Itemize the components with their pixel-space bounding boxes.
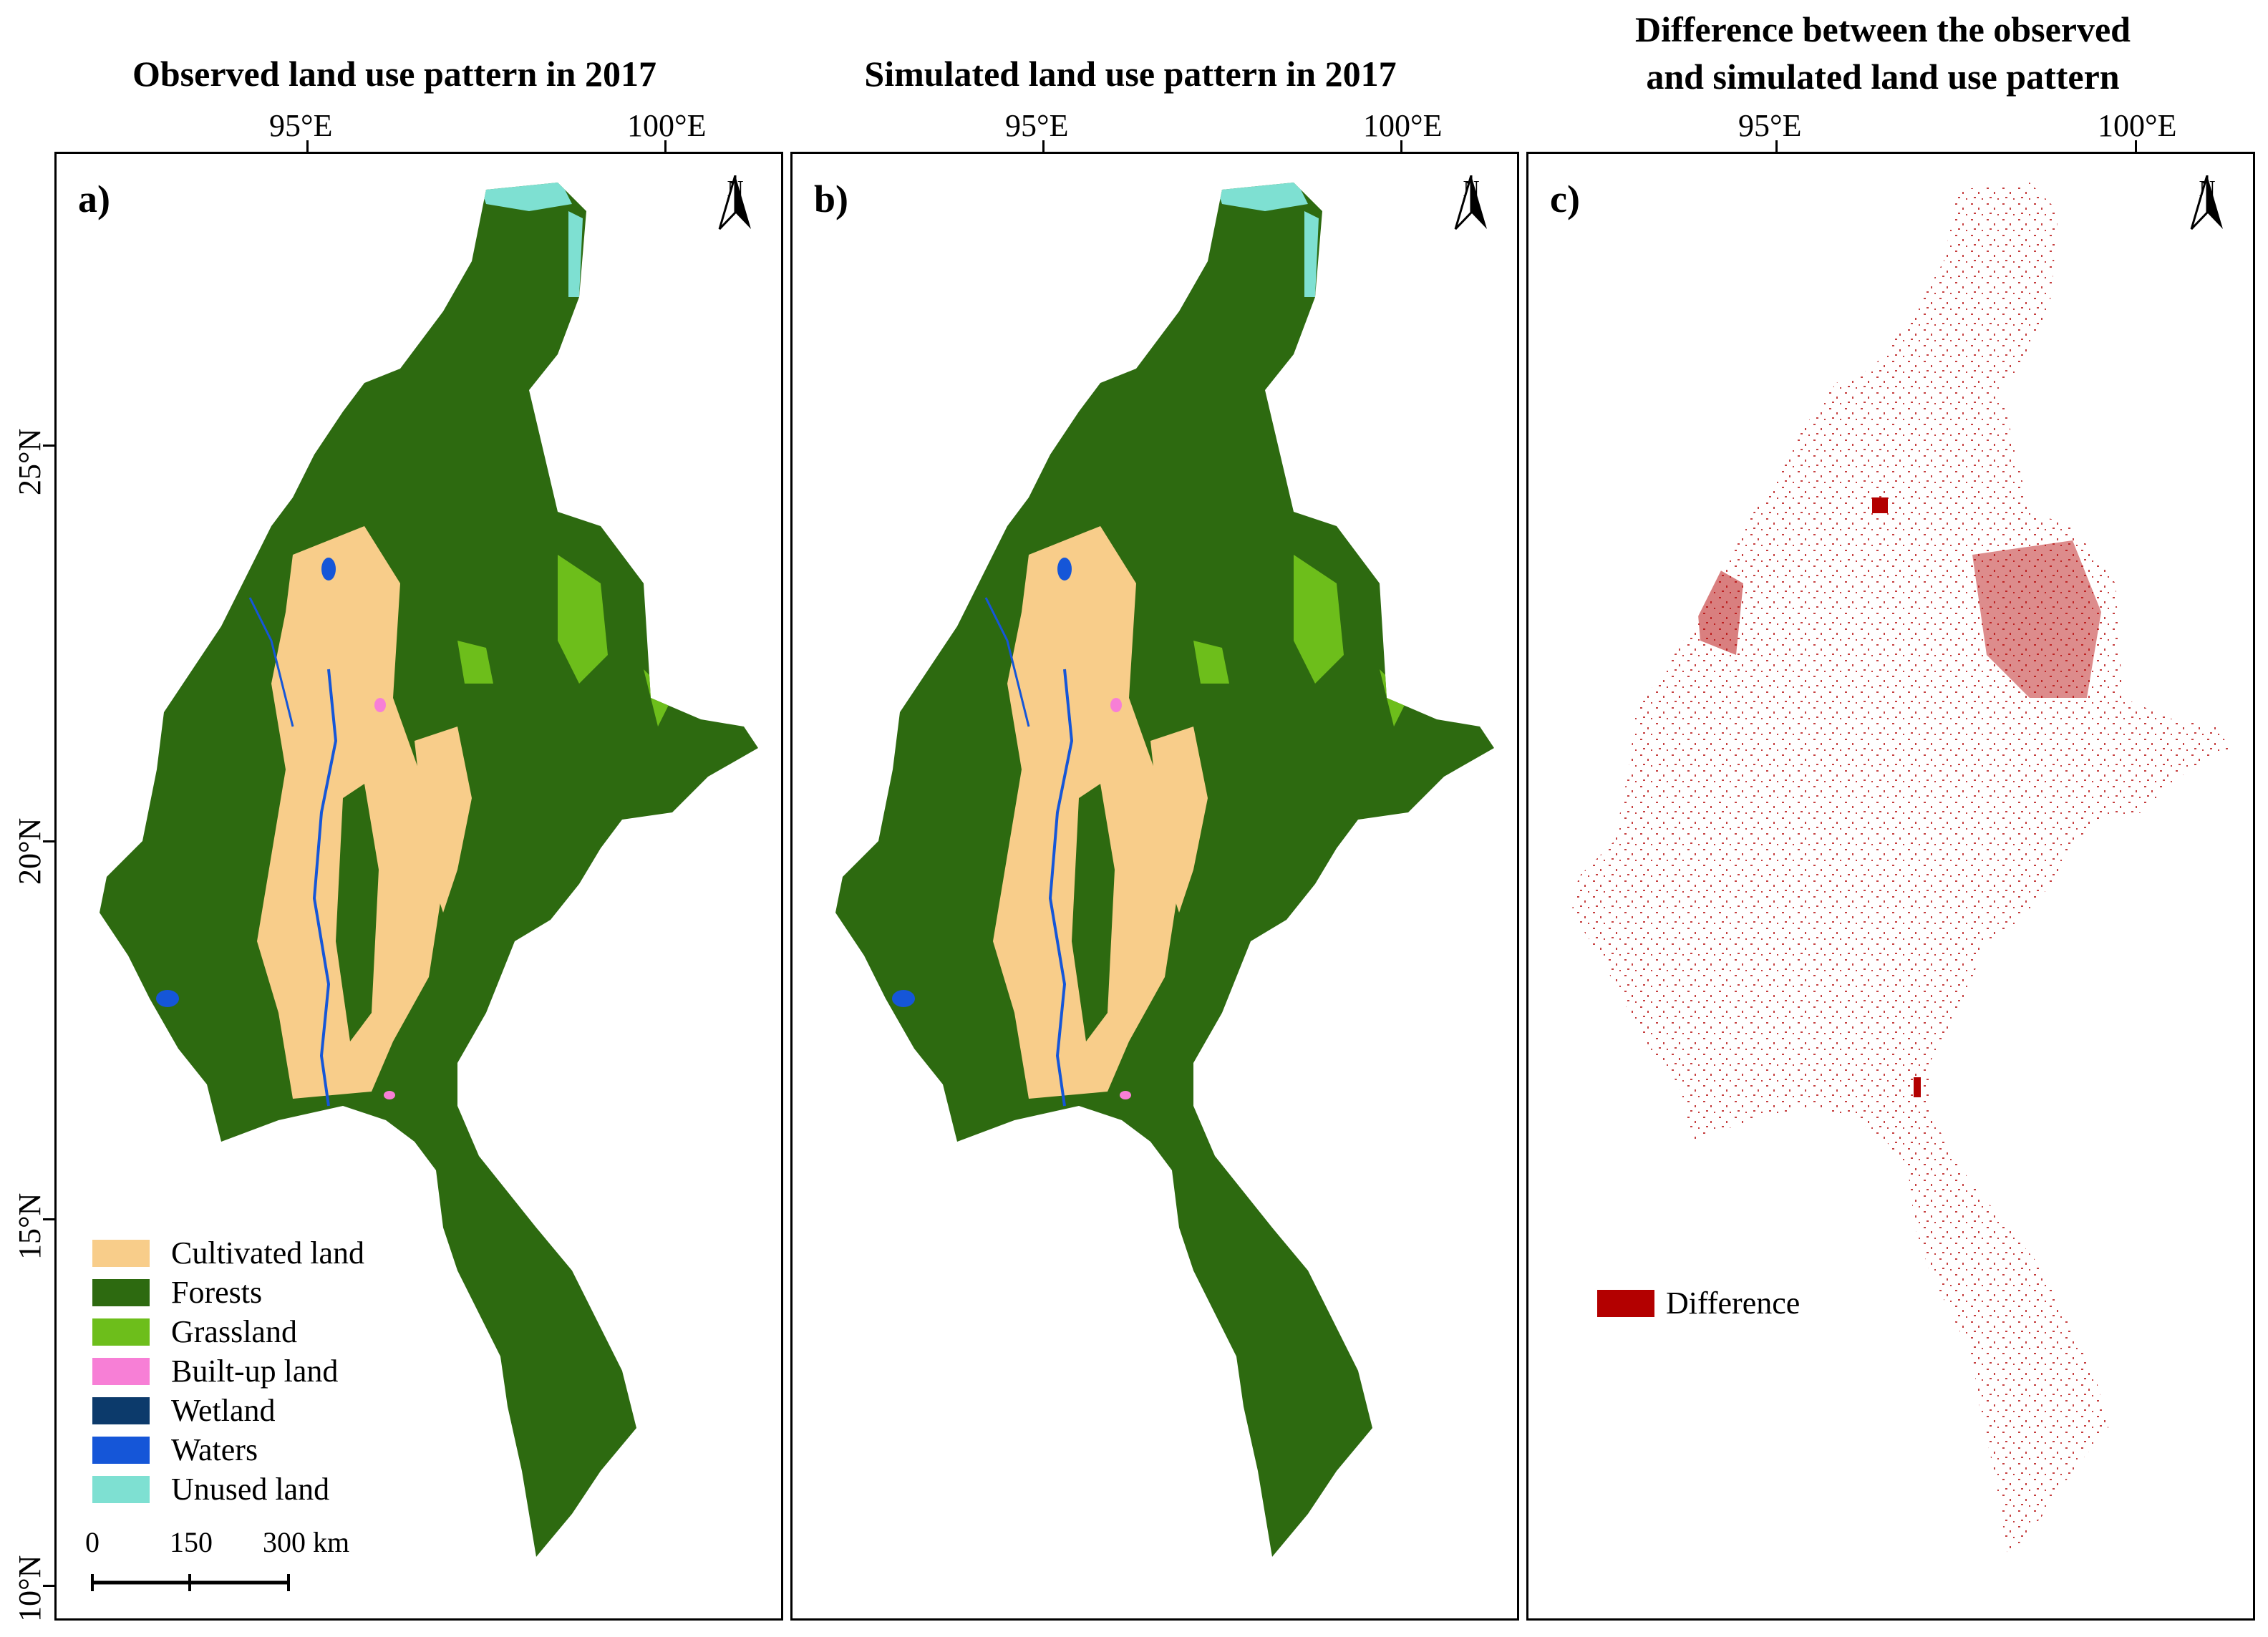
difference-map (1571, 183, 2230, 1557)
built-up-mandalay (374, 698, 386, 712)
map-panel-c: c) N Difference (1526, 152, 2255, 1621)
forest-strip-central (1072, 784, 1115, 1041)
grassland-patches (457, 555, 672, 727)
map-panel-b: b) N (790, 152, 1519, 1621)
legend-label: Cultivated land (171, 1235, 365, 1271)
lon-label-100-b: 100°E (1363, 108, 1443, 143)
north-arrow-c: N (2186, 175, 2229, 261)
myanmar-landmass-a (100, 183, 758, 1557)
lat-label-20: 20°N (12, 817, 47, 885)
built-up-yangon (1120, 1091, 1131, 1099)
panel-b-title: Simulated land use pattern in 2017 (864, 54, 1397, 94)
legend-label: Waters (171, 1432, 258, 1467)
scale-bar-line (91, 1574, 290, 1591)
built-up-yangon (384, 1091, 395, 1099)
water-lake-2 (156, 990, 179, 1007)
panel-a-title: Observed land use pattern in 2017 (132, 54, 656, 94)
built-up-mandalay (1110, 698, 1122, 712)
map-c-svg (1571, 183, 2230, 1557)
scale-label-0: 0 (85, 1526, 100, 1558)
north-arrow-b: N (1450, 175, 1493, 261)
legend-swatch (92, 1239, 150, 1267)
difference-patch-3 (1914, 1077, 1921, 1097)
water-river-2 (248, 597, 294, 727)
legend-swatch (92, 1318, 150, 1346)
legend-label: Built-up land (171, 1354, 339, 1389)
legend-swatch (92, 1475, 150, 1503)
tick-15-a (43, 1218, 54, 1220)
legend-label: Forests (171, 1275, 263, 1310)
tick-100-b (1400, 140, 1402, 152)
panel-b-letter: b) (814, 178, 849, 220)
map-panel-a: a) N Cultivated land Forests Grassland B… (54, 152, 783, 1621)
legend-item-waters: Waters (92, 1430, 364, 1470)
panel-c-letter: c) (1550, 178, 1580, 220)
legend-swatch (92, 1278, 150, 1306)
legend-label: Wetland (171, 1393, 276, 1428)
unused-land-east-edge (1304, 211, 1319, 297)
north-arrow-icon (718, 175, 751, 230)
land-use-legend: Cultivated land Forests Grassland Built-… (92, 1233, 364, 1509)
tick-25-a (43, 445, 54, 447)
lon-label-100-c: 100°E (2098, 108, 2177, 143)
legend-label: Grassland (171, 1314, 297, 1349)
lat-label-10: 10°N (12, 1555, 47, 1622)
legend-item-unused: Unused land (92, 1470, 364, 1509)
lon-label-100-a: 100°E (627, 108, 707, 143)
scale-label-150: 150 (170, 1526, 213, 1558)
tick-95-c (1775, 140, 1778, 152)
tick-95-a (306, 140, 309, 152)
myanmar-landmass-b (835, 183, 1494, 1557)
map-b-svg (835, 183, 1494, 1557)
scale-bar: 0 150 300 km (85, 1525, 349, 1604)
difference-patch-2 (1614, 612, 1626, 619)
panel-c-title-line1: Difference between the observed (1635, 9, 2131, 49)
water-river (312, 669, 338, 1107)
cultivated-land-east (415, 727, 472, 913)
water-river (1048, 669, 1074, 1107)
legend-swatch (92, 1436, 150, 1464)
legend-swatch (92, 1357, 150, 1385)
map-a-svg (100, 183, 758, 1557)
tick-100-c (2135, 140, 2137, 152)
lat-label-15: 15°N (12, 1192, 47, 1260)
unused-land-east-edge (568, 211, 583, 297)
water-river-2 (984, 597, 1030, 727)
north-arrow-a: N (714, 175, 757, 261)
water-lake (1057, 558, 1072, 581)
legend-swatch (92, 1396, 150, 1424)
tick-95-b (1042, 140, 1045, 152)
lon-label-95-a: 95°E (269, 108, 333, 143)
north-arrow-icon (1454, 175, 1487, 230)
difference-patch (1872, 497, 1888, 513)
difference-dense-east (1972, 540, 2101, 698)
lon-label-95-b: 95°E (1005, 108, 1069, 143)
legend-item-cultivated: Cultivated land (92, 1233, 364, 1273)
legend-label: Unused land (171, 1472, 330, 1507)
water-lake (321, 558, 336, 581)
difference-legend: Difference (1597, 1285, 1800, 1321)
tick-100-a (664, 140, 667, 152)
panel-a-letter: a) (78, 178, 110, 220)
scale-label-300: 300 km (263, 1526, 350, 1558)
north-arrow-icon (2190, 175, 2223, 230)
difference-label: Difference (1666, 1286, 1801, 1321)
tick-20-a (43, 840, 54, 842)
legend-item-wetland: Wetland (92, 1391, 364, 1430)
legend-item-forests: Forests (92, 1273, 364, 1312)
forest-strip-central (336, 784, 379, 1041)
cultivated-land-east (1150, 727, 1208, 913)
legend-item-built-up: Built-up land (92, 1351, 364, 1391)
difference-swatch (1597, 1289, 1654, 1317)
panel-c-title-line2: and simulated land use pattern (1646, 57, 2120, 97)
legend-item-grassland: Grassland (92, 1312, 364, 1351)
lon-label-95-c: 95°E (1738, 108, 1802, 143)
lat-label-25: 25°N (12, 428, 47, 495)
grassland-patches (1193, 555, 1408, 727)
water-lake-2 (892, 990, 915, 1007)
tick-10-a (43, 1585, 54, 1587)
